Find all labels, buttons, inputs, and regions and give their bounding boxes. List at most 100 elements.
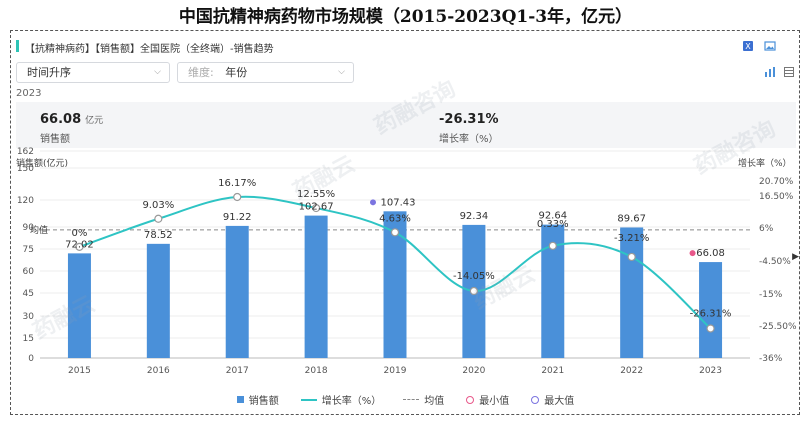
left-tick-label: 150 — [17, 164, 34, 174]
bar-2016 — [146, 243, 170, 358]
growth-value-label: 0.33% — [537, 219, 569, 230]
growth-label: 增长率（%） — [439, 134, 499, 145]
summary-year: 2023 — [16, 88, 42, 99]
right-tick-label: -4.50% — [759, 257, 791, 267]
x-tick-label: 2023 — [699, 366, 722, 376]
growth-point-2022 — [627, 252, 636, 262]
bar-value-label: 66.08 — [696, 248, 725, 259]
growth-value-label: -3.21% — [614, 233, 649, 244]
chevron-down-icon: ⌵ — [154, 67, 161, 77]
legend-label: 最小值 — [479, 396, 510, 407]
growth-point-2017 — [233, 192, 242, 202]
excel-export-icon[interactable]: X — [742, 40, 754, 52]
x-tick-label: 2016 — [147, 366, 170, 376]
page-title: 中国抗精神病药物市场规模（2015-2023Q1-3年，亿元） — [178, 7, 633, 27]
growth-value: -26.31% — [439, 112, 499, 127]
right-axis-title: 增长率（%） — [738, 159, 792, 169]
sort-order-value: 时间升序 — [27, 66, 71, 79]
dimension-select[interactable]: 维度: 年份 ⌵ — [177, 62, 354, 83]
bar-2022 — [620, 227, 644, 358]
legend-line-swatch — [300, 398, 317, 401]
growth-value-label: 16.17% — [218, 178, 256, 189]
legend-dash-swatch — [403, 399, 420, 400]
min-value-marker — [689, 250, 696, 257]
growth-point-2016 — [154, 214, 163, 223]
x-tick-label: 2015 — [68, 366, 91, 376]
left-tick-label: 30 — [23, 312, 35, 322]
legend-bar-swatch — [236, 396, 244, 403]
x-tick-label: 2020 — [462, 366, 485, 376]
legend-item-growth[interactable]: 增长率（%） — [300, 392, 382, 407]
left-tick-label: 60 — [23, 267, 35, 277]
legend-label: 销售额 — [248, 396, 279, 407]
bar-value-label: 91.22 — [223, 212, 252, 223]
left-tick-label: 0 — [28, 354, 34, 364]
summary-panel: 66.08 亿元 销售额 -26.31% 增长率（%） — [16, 102, 796, 148]
legend-item-sales[interactable]: 销售额 — [236, 392, 279, 407]
legend-label: 增长率（%） — [321, 396, 382, 407]
left-axis-title: 销售额(亿元) — [16, 159, 69, 169]
bar-value-label: 72.02 — [65, 239, 94, 250]
x-tick-label: 2018 — [305, 366, 328, 376]
legend-label: 最大值 — [544, 396, 575, 407]
bar-chart-icon[interactable] — [764, 66, 776, 78]
right-tick-label: 20.70% — [759, 177, 794, 187]
chart-frame — [10, 30, 800, 415]
left-tick-label: 90 — [23, 223, 35, 233]
x-tick-label: 2017 — [226, 366, 249, 376]
growth-value-label: 12.55% — [297, 189, 335, 200]
legend-label: 均值 — [424, 396, 445, 407]
right-tick-label: -15% — [759, 290, 783, 300]
max-value-marker — [370, 199, 376, 206]
right-tick-label: -25.50% — [759, 322, 797, 332]
left-tick-label: 75 — [23, 245, 34, 255]
chevron-down-icon: ⌵ — [338, 67, 345, 77]
bar-2017 — [225, 225, 249, 358]
left-tick-label: 45 — [23, 289, 34, 299]
growth-value-label: 4.63% — [379, 213, 411, 224]
panel-title: 【抗精神病药】【销售额】全国医院（全终端）-销售趋势 — [25, 44, 274, 55]
dimension-value: 年份 — [225, 66, 248, 79]
growth-point-2018 — [312, 203, 321, 213]
right-tick-label: 16.50% — [759, 192, 794, 202]
dimension-prefix: 维度: — [188, 66, 214, 79]
growth-value-label: 9.03% — [142, 200, 174, 211]
growth-value-label: -14.05% — [453, 271, 495, 282]
bar-value-label: 89.67 — [617, 213, 646, 224]
expand-arrow-icon[interactable]: ▶ — [792, 252, 799, 262]
left-tick-label: 162 — [17, 147, 34, 157]
bar-value-label: 102.67 — [299, 202, 334, 213]
bar-2023 — [699, 262, 723, 358]
sales-number: 66.08 — [40, 112, 82, 127]
x-tick-label: 2019 — [384, 366, 407, 376]
right-tick-label: 6% — [759, 224, 774, 234]
bar-2015 — [67, 253, 91, 358]
panel-accent-bar — [16, 40, 19, 52]
legend-max-swatch — [531, 395, 540, 404]
sales-unit: 亿元 — [85, 116, 104, 126]
bar-value-label: 107.43 — [381, 197, 416, 208]
sort-order-select[interactable]: 时间升序 ⌵ — [16, 62, 170, 83]
growth-rate-line — [79, 195, 712, 330]
bar-value-label: 92.34 — [460, 211, 489, 222]
legend-item-min[interactable]: 最小值 — [466, 392, 509, 407]
bar-value-label: 92.64 — [538, 211, 567, 222]
image-export-icon[interactable] — [764, 40, 776, 52]
legend-item-average[interactable]: 均值 — [403, 392, 444, 407]
bar-2018 — [304, 215, 328, 358]
sales-value: 66.08 亿元 — [40, 112, 103, 127]
average-label: 均值 — [30, 224, 48, 236]
right-tick-label: -36% — [759, 354, 783, 364]
bar-value-label: 78.52 — [144, 230, 173, 241]
svg-text:X: X — [745, 42, 751, 51]
legend-min-swatch — [466, 395, 475, 404]
growth-point-2023 — [706, 324, 715, 333]
table-view-icon[interactable] — [783, 66, 795, 78]
sales-label: 销售额 — [40, 134, 70, 145]
left-tick-label: 15 — [23, 334, 34, 344]
growth-point-2015 — [75, 242, 84, 251]
x-tick-label: 2021 — [541, 366, 564, 376]
legend-item-max[interactable]: 最大值 — [531, 392, 574, 407]
bar-2021 — [541, 224, 565, 358]
